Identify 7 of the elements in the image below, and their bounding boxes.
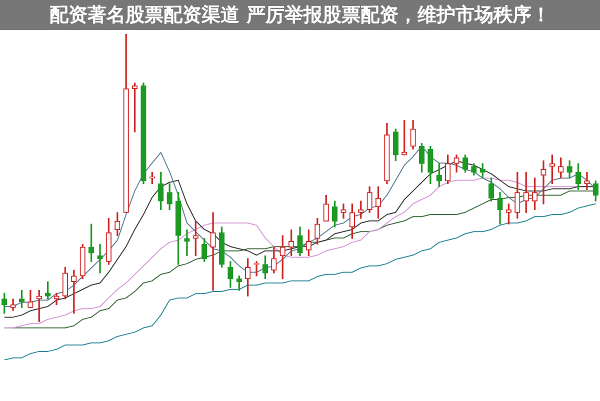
candlestick [184, 230, 190, 256]
candlestick [540, 160, 546, 204]
candlestick [210, 212, 216, 291]
candlestick [340, 204, 346, 219]
candlestick [97, 244, 103, 274]
chart-title: 配资著名股票配资渠道 严厉举报股票配资，维护市场秩序！ [0, 0, 600, 30]
candlestick [584, 172, 590, 190]
